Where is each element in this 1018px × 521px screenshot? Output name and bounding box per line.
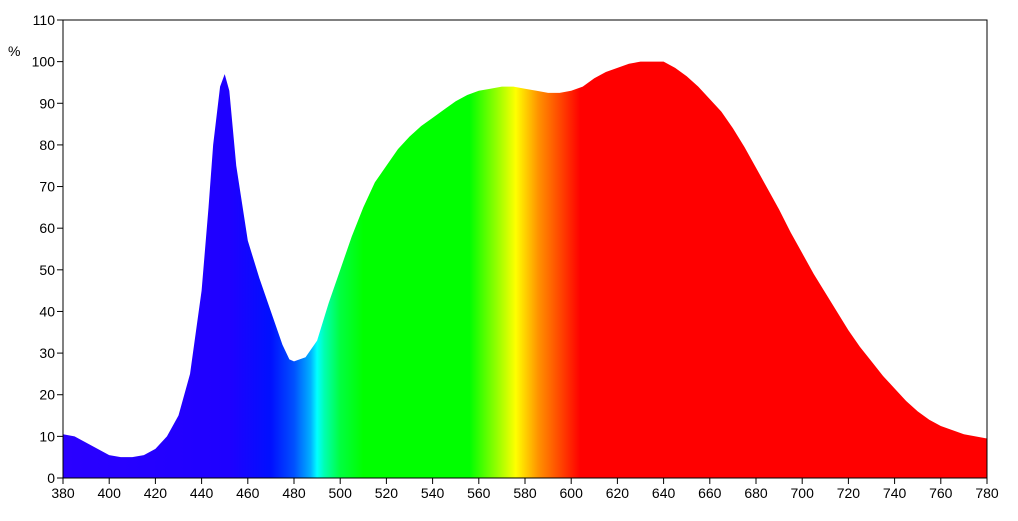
y-tick-label: 50	[39, 262, 55, 278]
x-tick-label: 540	[421, 485, 445, 501]
y-tick-label: 30	[39, 345, 55, 361]
x-tick-label: 640	[652, 485, 676, 501]
x-tick-label: 680	[744, 485, 768, 501]
y-tick-label: 0	[47, 470, 55, 486]
x-tick-label: 620	[606, 485, 630, 501]
x-tick-label: 460	[236, 485, 260, 501]
y-tick-label: 40	[39, 303, 55, 319]
x-tick-label: 480	[282, 485, 306, 501]
y-tick-label: 70	[39, 179, 55, 195]
x-tick-label: 760	[929, 485, 953, 501]
x-tick-label: 740	[883, 485, 907, 501]
spectrum-area	[63, 61, 987, 478]
y-tick-label: 60	[39, 220, 55, 236]
x-tick-label: 400	[98, 485, 122, 501]
x-tick-label: 420	[144, 485, 168, 501]
y-tick-label: 20	[39, 387, 55, 403]
x-tick-label: 780	[975, 485, 999, 501]
x-tick-label: 580	[513, 485, 537, 501]
y-tick-label: 10	[39, 428, 55, 444]
y-tick-label: 90	[39, 95, 55, 111]
x-tick-label: 700	[791, 485, 815, 501]
x-tick-label: 520	[375, 485, 399, 501]
x-tick-label: 380	[51, 485, 75, 501]
y-tick-label: 80	[39, 137, 55, 153]
x-tick-label: 720	[837, 485, 861, 501]
y-tick-label: 110	[33, 12, 56, 28]
x-tick-label: 440	[190, 485, 214, 501]
y-tick-label: 100	[32, 54, 56, 70]
x-tick-label: 600	[560, 485, 584, 501]
x-tick-label: 500	[329, 485, 353, 501]
x-tick-label: 660	[698, 485, 722, 501]
y-axis-label: %	[8, 43, 20, 59]
x-tick-label: 560	[467, 485, 491, 501]
